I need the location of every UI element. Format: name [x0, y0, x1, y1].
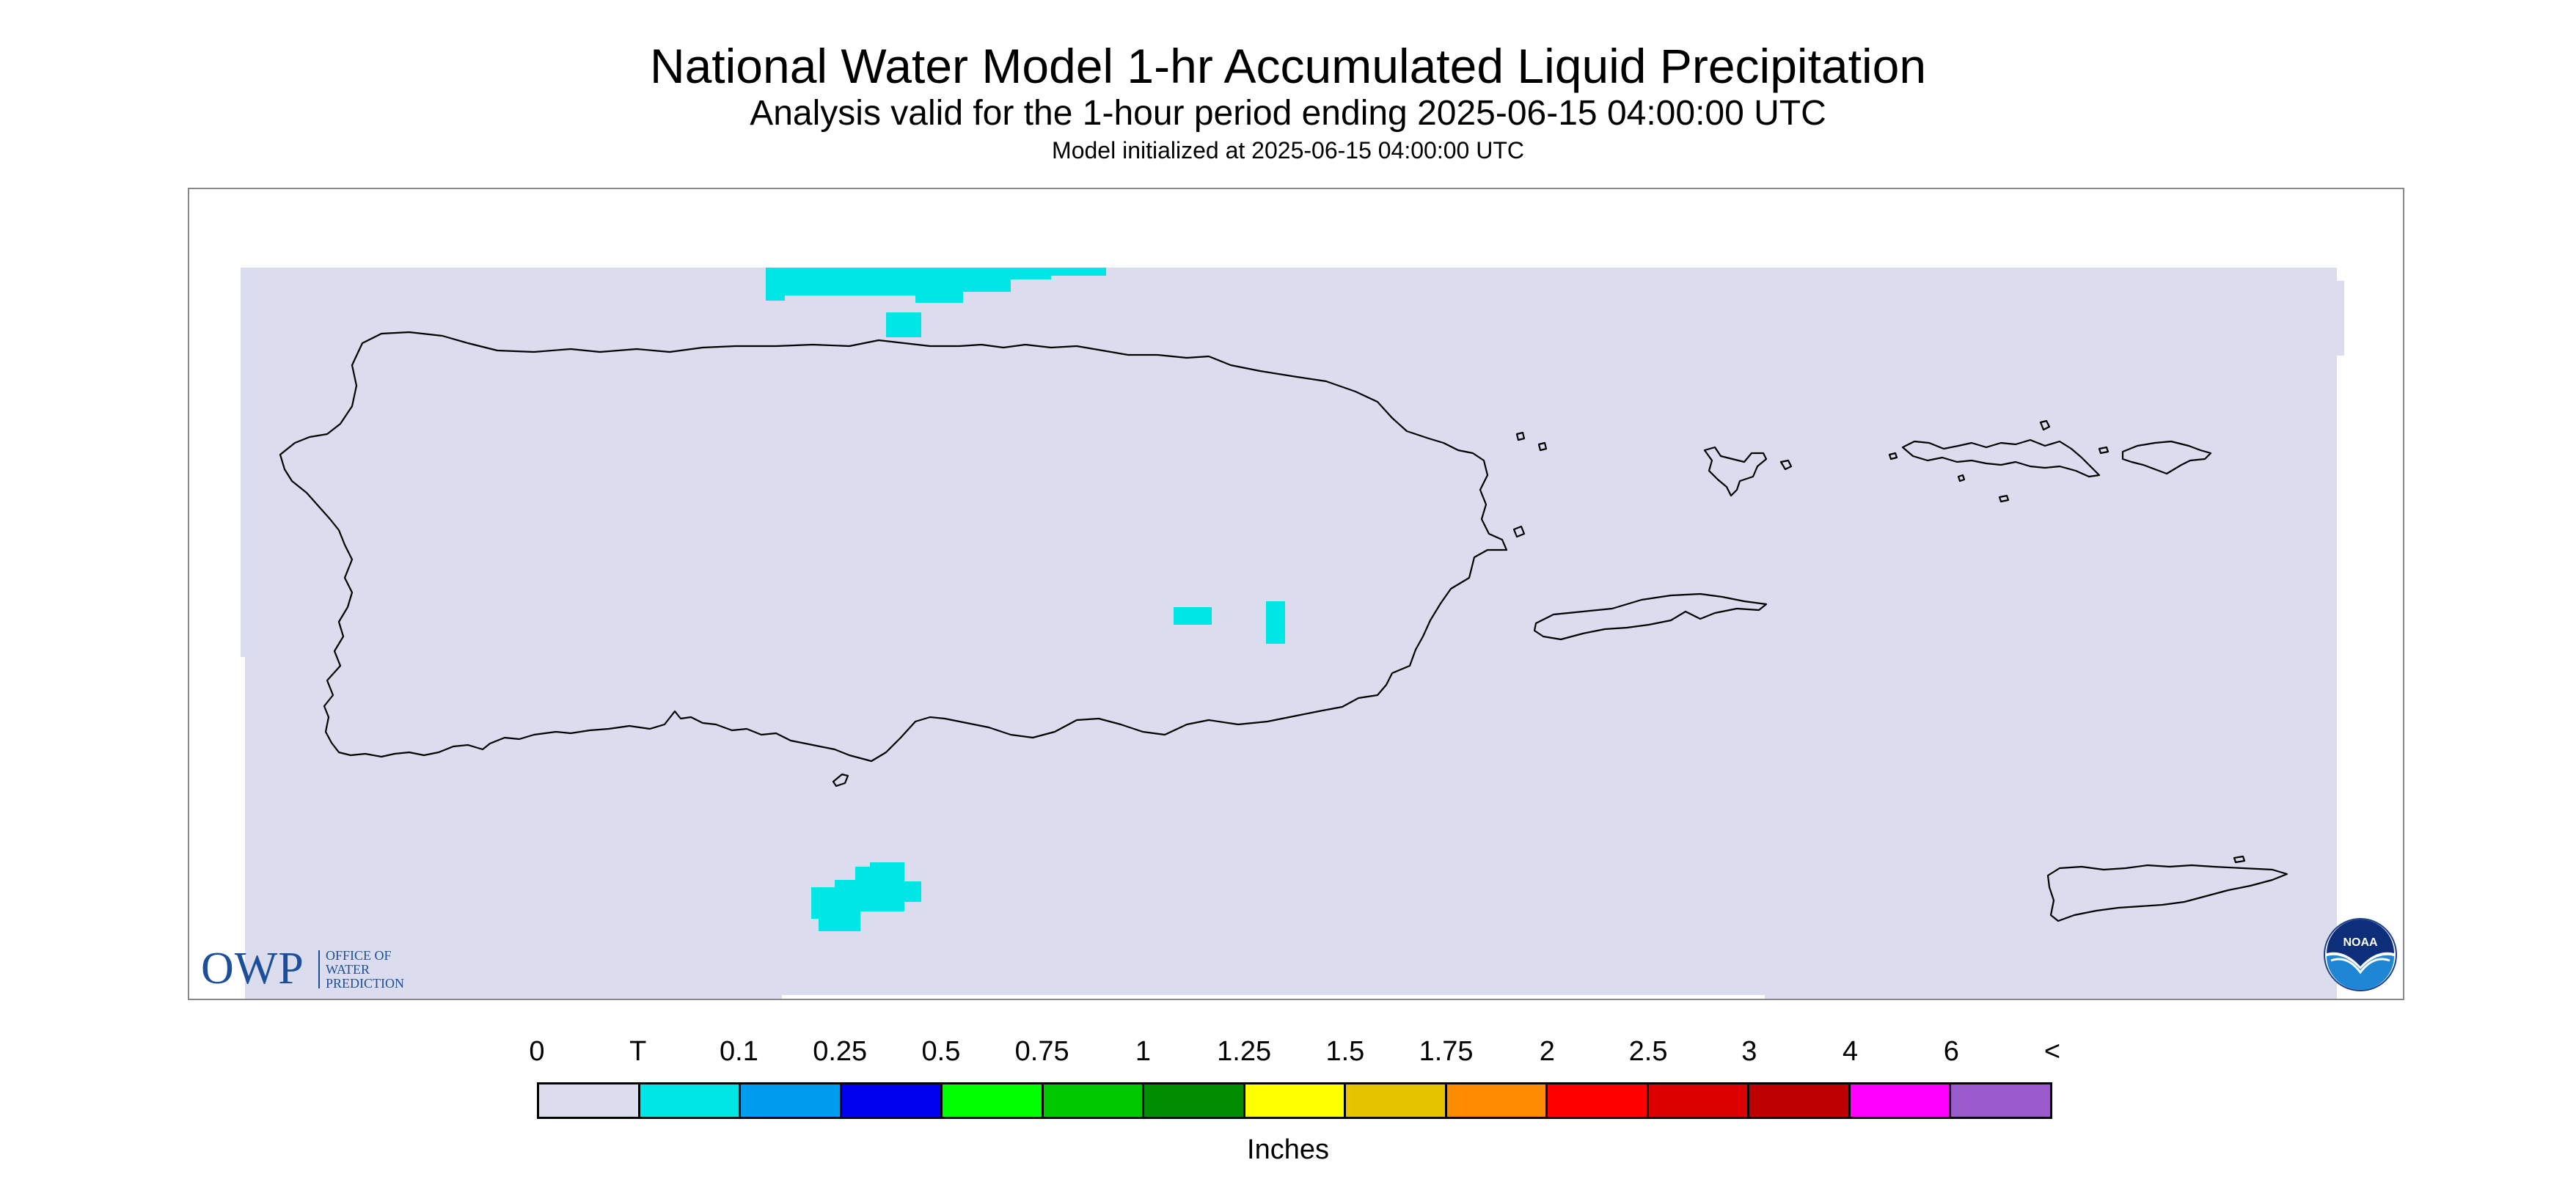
precip-patch-interior-2 [1266, 601, 1285, 644]
legend-tick-label: 0.25 [813, 1036, 868, 1067]
legend-tick-label: 3 [1741, 1036, 1757, 1067]
vieques-coast [1533, 592, 1768, 641]
legend-tick-label: 0.75 [1014, 1036, 1069, 1067]
legend-tick-label: 1.5 [1325, 1036, 1365, 1067]
owp-logo-mark: OWP [201, 944, 304, 994]
precip-patch-north [766, 268, 1106, 303]
legend-tick-label: 0.5 [921, 1036, 961, 1067]
legend-units: Inches [1247, 1134, 1329, 1165]
pr-east-islet-3 [1512, 525, 1526, 538]
legend-tick-label: 1 [1135, 1036, 1151, 1067]
st-croix-coast [2046, 864, 2288, 922]
vi-small-islet-5 [1957, 474, 1966, 482]
legend-tick-label: 1.25 [1217, 1036, 1272, 1067]
precip-patches [766, 268, 1285, 931]
owp-logo: OWP OFFICE OF WATER PREDICTION [201, 946, 436, 991]
legend-swatch [841, 1084, 943, 1117]
vi-small-islet-4 [1998, 494, 2010, 503]
caja-de-muertos-coast [832, 773, 849, 788]
legend-swatch [539, 1084, 640, 1117]
map-title: National Water Model 1-hr Accumulated Li… [649, 39, 1927, 93]
legend-tick-label: < [2043, 1036, 2061, 1067]
legend-swatch [1346, 1084, 1447, 1117]
coastlines [279, 331, 2288, 922]
legend-swatch [1446, 1084, 1548, 1117]
legend-tick-label: 2.5 [1628, 1036, 1668, 1067]
owp-logo-divider [318, 950, 320, 988]
legend-swatch [1043, 1084, 1145, 1117]
st-thomas-stjohn-coast [1901, 438, 2212, 478]
precip-patch-south [811, 862, 921, 931]
legend-tick-label: 6 [1943, 1036, 1959, 1067]
model-domain-fill [241, 268, 2344, 999]
precip-patch-interior-1 [1174, 607, 1212, 625]
legend-swatch [1951, 1084, 2050, 1117]
map-canvas [241, 268, 2344, 999]
legend-swatch [640, 1084, 742, 1117]
legend-swatch [1548, 1084, 1649, 1117]
legend-tick-label: 1.75 [1419, 1036, 1474, 1067]
noaa-logo: NOAA [2324, 918, 2397, 991]
puerto-rico-coast [279, 331, 1508, 763]
pr-east-islet-1 [1515, 431, 1526, 441]
pr-east-islet-2 [1537, 441, 1548, 452]
vi-small-islet-1 [1888, 452, 1898, 460]
noaa-emblem-icon: NOAA [2324, 918, 2397, 991]
legend-swatch [1850, 1084, 1952, 1117]
legend-swatch [1749, 1084, 1851, 1117]
owp-logo-line2: WATER [326, 962, 370, 977]
map-subtitle: Analysis valid for the 1-hour period end… [750, 94, 1826, 133]
legend-swatch [1245, 1084, 1347, 1117]
precip-patch-north-small [886, 312, 921, 337]
legend-swatch [1144, 1084, 1245, 1117]
culebrita-islet [1779, 459, 1793, 471]
vi-small-islet-3 [2098, 446, 2110, 455]
legend-swatch [741, 1084, 842, 1117]
model-init-text: Model initialized at 2025-06-15 04:00:00… [1052, 137, 1524, 164]
legend-tick-label: T [629, 1036, 647, 1067]
legend-tick-label: 4 [1842, 1036, 1859, 1067]
legend-swatch [943, 1084, 1044, 1117]
legend-colorbar [537, 1082, 2052, 1119]
legend-tick-label: 2 [1539, 1036, 1555, 1067]
legend-tick-label: 0.1 [720, 1036, 758, 1067]
map-frame [188, 188, 2404, 1000]
owp-logo-line1: OFFICE OF [326, 948, 392, 963]
vi-small-islet-2 [2039, 419, 2051, 431]
legend-tick-label: 0 [529, 1036, 545, 1067]
st-croix-islet [2233, 855, 2246, 864]
culebra-coast [1703, 446, 1768, 497]
noaa-logo-text: NOAA [2343, 936, 2378, 949]
owp-logo-text: OFFICE OF WATER PREDICTION [326, 949, 404, 991]
owp-logo-line3: PREDICTION [326, 976, 404, 991]
legend-swatch [1648, 1084, 1750, 1117]
